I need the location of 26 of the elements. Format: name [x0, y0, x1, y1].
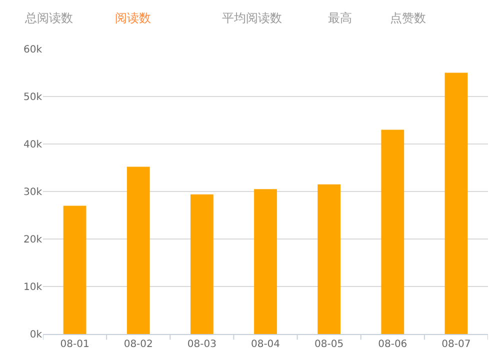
bar [318, 184, 341, 334]
x-tick-label: 08-04 [250, 339, 280, 350]
bar [63, 206, 86, 334]
bar [254, 189, 277, 334]
text: 阅读数 [115, 11, 151, 25]
text: 点赞数 [390, 11, 426, 25]
x-tick-label: 08-05 [314, 339, 344, 350]
bar [444, 72, 468, 334]
y-tick-label: 30k [23, 187, 42, 198]
y-tick-label: 50k [23, 92, 42, 103]
bar [381, 130, 404, 334]
text: 平均阅读数 [222, 11, 282, 25]
y-tick-label: 0k [30, 330, 42, 340]
x-tick-label: 08-02 [124, 339, 153, 350]
y-tick-label: 60k [23, 44, 42, 56]
x-tick-label: 08-06 [378, 339, 408, 350]
y-tick-label: 20k [23, 234, 42, 246]
bar [126, 166, 150, 334]
y-tick-label: 10k [23, 282, 42, 293]
x-tick-label: 08-03 [187, 339, 216, 350]
y-tick-label: 40k [23, 140, 42, 150]
x-tick-label: 08-07 [442, 339, 471, 350]
text: 最高 [328, 11, 352, 25]
x-tick-label: 08-01 [60, 339, 90, 350]
text: 总阅读数 [24, 11, 73, 25]
bar [190, 194, 214, 334]
